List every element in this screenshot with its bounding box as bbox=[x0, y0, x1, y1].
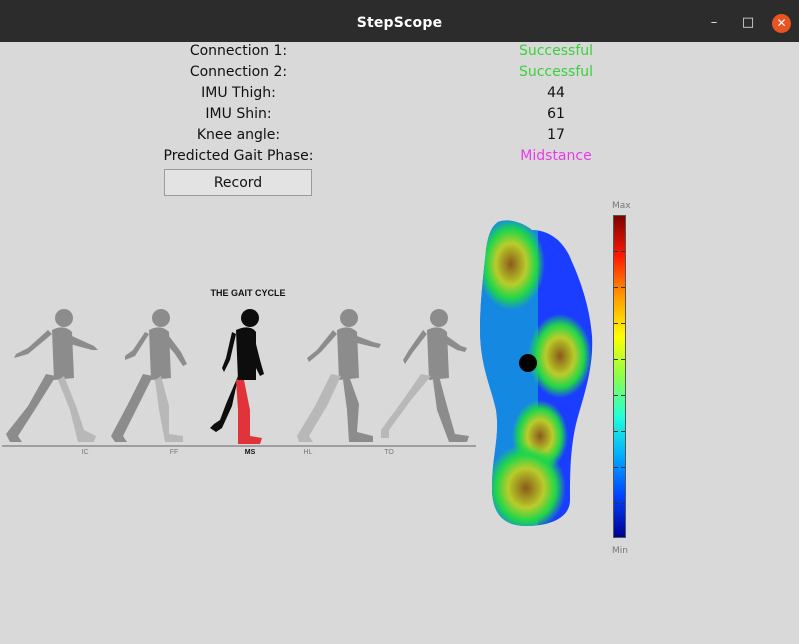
gait-cycle-illustration: THE GAIT CYCLE bbox=[0, 280, 478, 464]
walker-figure-ic bbox=[6, 309, 98, 442]
imu-shin-label: IMU Shin: bbox=[205, 106, 272, 122]
imu-shin-value: 61 bbox=[547, 106, 565, 122]
minimize-icon[interactable]: – bbox=[710, 15, 718, 30]
status-row-knee-angle: Knee angle: 17 bbox=[0, 127, 799, 148]
center-of-pressure-marker bbox=[519, 354, 537, 372]
phase-label-hl: HL bbox=[304, 449, 313, 456]
walker-figure-ff bbox=[111, 309, 187, 442]
foot-pressure-svg bbox=[480, 220, 593, 526]
phase-label-ic: IC bbox=[82, 449, 89, 456]
walker-figure-hl bbox=[297, 309, 381, 442]
maximize-icon[interactable]: □ bbox=[741, 15, 755, 30]
imu-thigh-label: IMU Thigh: bbox=[201, 85, 276, 101]
foot-pressure-map bbox=[478, 200, 608, 564]
colorbar-min-label: Min bbox=[612, 546, 628, 556]
hotspot-forefoot bbox=[528, 314, 592, 398]
record-button[interactable]: Record bbox=[164, 169, 312, 196]
knee-angle-label: Knee angle: bbox=[196, 127, 281, 143]
connection-1-label: Connection 1: bbox=[189, 43, 288, 59]
walker-figure-to bbox=[381, 309, 469, 442]
hotspot-heel bbox=[486, 444, 566, 526]
status-row-connection-1: Connection 1: Successful bbox=[0, 43, 799, 64]
phase-label-to: TO bbox=[384, 449, 394, 456]
title-bar: StepScope – □ ✕ bbox=[0, 0, 799, 42]
gait-phase-label: Predicted Gait Phase: bbox=[163, 148, 314, 164]
status-row-connection-2: Connection 2: Successful bbox=[0, 64, 799, 85]
window-title: StepScope bbox=[356, 15, 443, 31]
knee-angle-value: 17 bbox=[547, 127, 565, 143]
hotspot-toes bbox=[480, 220, 545, 310]
gait-phase-value: Midstance bbox=[520, 148, 592, 164]
connection-2-value: Successful bbox=[518, 64, 594, 80]
phase-label-ff: FF bbox=[170, 449, 179, 456]
walker-figure-ms bbox=[210, 309, 264, 444]
connection-2-label: Connection 2: bbox=[189, 64, 288, 80]
imu-thigh-value: 44 bbox=[547, 85, 565, 101]
colorbar-max-label: Max bbox=[612, 201, 631, 211]
pressure-colorbar bbox=[613, 215, 626, 538]
status-row-imu-shin: IMU Shin: 61 bbox=[0, 106, 799, 127]
status-row-imu-thigh: IMU Thigh: 44 bbox=[0, 85, 799, 106]
active-leg bbox=[236, 380, 262, 444]
status-row-gait-phase: Predicted Gait Phase: Midstance bbox=[0, 148, 799, 169]
gait-cycle-title: THE GAIT CYCLE bbox=[210, 288, 285, 298]
gait-cycle-svg: THE GAIT CYCLE bbox=[2, 288, 476, 456]
connection-1-value: Successful bbox=[518, 43, 594, 59]
phase-label-ms: MS bbox=[245, 449, 256, 456]
close-icon[interactable]: ✕ bbox=[772, 14, 791, 33]
